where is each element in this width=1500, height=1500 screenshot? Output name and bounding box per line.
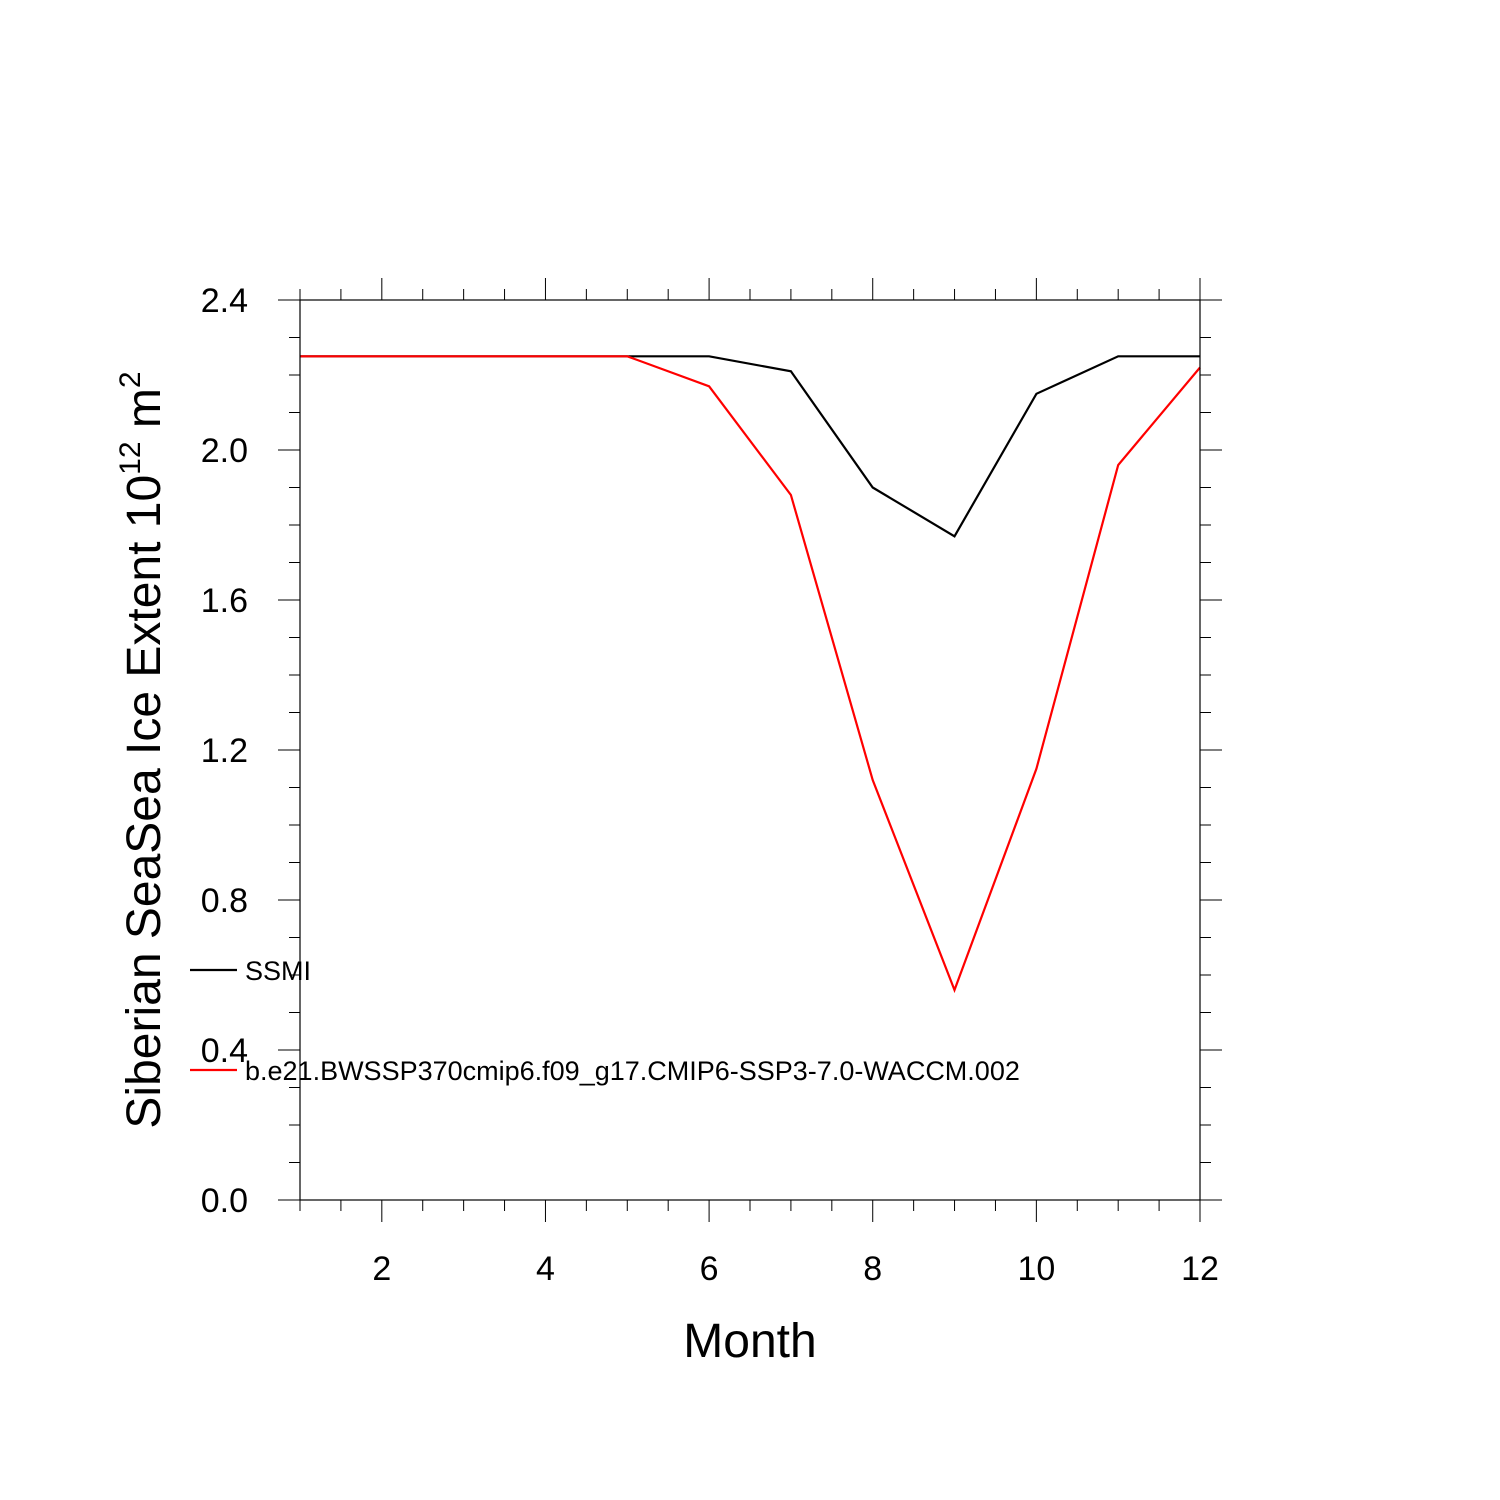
y-axis-title-text: Siberian SeaSea Ice Extent 10 (118, 475, 171, 1129)
x-tick-labels: 2 4 6 8 10 12 (372, 1250, 1219, 1288)
plot-frame (299, 299, 1201, 1201)
series-lines (300, 355, 1201, 994)
y-tick-label: 2.4 (201, 282, 248, 320)
x-tick-label: 8 (863, 1250, 882, 1288)
x-tick-label: 12 (1181, 1250, 1219, 1288)
y-tick-label: 0.8 (201, 882, 248, 920)
y-tick-label: 2.0 (201, 432, 248, 470)
series-line-1 (300, 355, 1200, 538)
y-axis-title-sup1: 12 (114, 441, 147, 474)
y-axis-title-sup2: 2 (114, 371, 147, 388)
x-tick-label: 6 (700, 1250, 719, 1288)
y-axis-title: Siberian SeaSea Ice Extent 1012 m2 (114, 371, 171, 1128)
x-axis-title: Month (683, 1315, 816, 1368)
y-tick-label: 1.6 (201, 582, 248, 620)
x-tick-label: 4 (536, 1250, 555, 1288)
tick-marks (278, 278, 1222, 1222)
y-tick-label: 0.4 (201, 1032, 248, 1070)
legend: SSMI b.e21.BWSSP370cmip6.f09_g17.CMIP6-SS… (190, 956, 1020, 1086)
y-tick-labels: 0.0 0.4 0.8 1.2 1.6 2.0 2.4 (201, 282, 248, 1220)
series-line-2 (300, 355, 1201, 994)
legend-label-2: b.e21.BWSSP370cmip6.f09_g17.CMIP6-SSP3-7… (245, 1056, 1020, 1086)
x-tick-label: 10 (1017, 1250, 1055, 1288)
y-tick-label: 1.2 (201, 732, 248, 770)
y-axis-title-unit: m (118, 388, 171, 441)
y-tick-label: 0.0 (201, 1182, 248, 1220)
legend-label-1: SSMI (245, 956, 311, 986)
x-tick-label: 2 (372, 1250, 391, 1288)
